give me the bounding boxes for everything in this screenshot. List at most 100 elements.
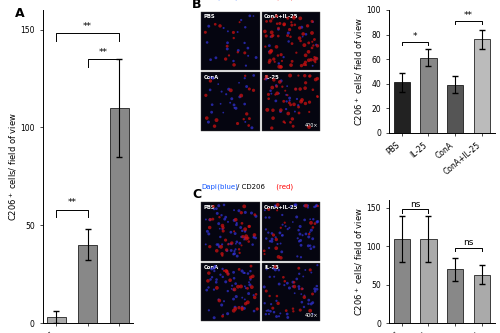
Point: [206, 217, 214, 222]
Point: [297, 99, 305, 104]
Point: [223, 44, 231, 49]
Point: [240, 237, 248, 242]
Point: [297, 254, 305, 260]
Bar: [394, 82, 409, 133]
Point: [206, 57, 214, 62]
Point: [205, 308, 213, 313]
Point: [314, 76, 322, 81]
Point: [216, 226, 224, 231]
Point: [296, 224, 304, 229]
Point: [277, 52, 285, 57]
Point: [246, 282, 254, 287]
Point: [227, 229, 235, 235]
Text: PBS: PBS: [204, 204, 216, 209]
Bar: [474, 275, 490, 323]
Point: [312, 42, 320, 47]
Point: [292, 86, 300, 92]
Point: [232, 306, 239, 312]
Point: [272, 237, 280, 242]
Point: [262, 308, 270, 313]
Point: [302, 53, 310, 58]
Point: [238, 307, 246, 312]
Point: [212, 206, 220, 211]
Point: [222, 92, 230, 97]
Point: [314, 94, 322, 100]
Point: [288, 20, 296, 25]
Point: [290, 280, 298, 285]
Point: [288, 59, 296, 64]
Point: [306, 74, 314, 79]
Point: [289, 284, 297, 289]
Point: [206, 225, 214, 230]
Point: [246, 13, 254, 19]
Point: [230, 62, 238, 68]
Point: [264, 107, 272, 113]
Point: [227, 241, 235, 247]
Point: [214, 82, 222, 87]
Point: [260, 248, 268, 253]
Text: (blue): (blue): [216, 184, 238, 190]
Point: [306, 216, 314, 222]
Point: [227, 248, 235, 253]
Point: [240, 101, 248, 107]
Point: [225, 53, 233, 58]
Point: [218, 266, 226, 272]
Point: [224, 40, 232, 45]
Point: [286, 102, 294, 108]
Point: [224, 271, 232, 277]
Point: [314, 203, 322, 208]
Point: [286, 285, 294, 291]
Point: [250, 308, 258, 314]
Point: [274, 254, 282, 259]
Point: [218, 242, 226, 247]
Point: [224, 87, 232, 92]
Point: [296, 307, 304, 313]
Point: [222, 268, 230, 273]
Point: [241, 229, 249, 234]
Point: [300, 203, 308, 208]
Text: PBS: PBS: [204, 14, 216, 19]
Point: [302, 62, 310, 68]
Text: IL-25: IL-25: [264, 265, 279, 270]
Point: [234, 121, 241, 126]
Point: [235, 305, 243, 310]
Point: [233, 239, 241, 244]
Point: [305, 109, 313, 115]
Point: [266, 18, 274, 24]
Point: [206, 87, 214, 93]
Point: [307, 220, 315, 225]
Point: [230, 218, 238, 223]
Point: [206, 78, 214, 84]
FancyBboxPatch shape: [202, 72, 260, 131]
Point: [223, 248, 231, 253]
Point: [280, 275, 287, 280]
Point: [213, 242, 221, 247]
Point: [223, 269, 231, 275]
Point: [209, 76, 217, 81]
Point: [312, 60, 320, 65]
FancyBboxPatch shape: [202, 262, 260, 321]
Point: [214, 221, 222, 226]
Point: [289, 124, 297, 129]
Point: [309, 19, 317, 25]
Point: [224, 219, 232, 224]
Point: [302, 203, 310, 208]
Point: [234, 48, 242, 53]
Point: [219, 274, 227, 279]
Point: [300, 62, 308, 67]
Point: [220, 299, 228, 304]
Point: [266, 34, 274, 40]
Point: [280, 55, 287, 60]
Point: [275, 91, 283, 96]
Point: [230, 35, 237, 41]
Point: [244, 123, 252, 128]
Point: [265, 207, 273, 212]
Point: [250, 235, 258, 240]
Point: [278, 58, 286, 64]
Point: [296, 38, 304, 44]
Point: [222, 237, 230, 243]
Point: [312, 56, 320, 61]
Point: [206, 75, 214, 80]
Point: [300, 73, 308, 78]
Point: [307, 57, 315, 62]
